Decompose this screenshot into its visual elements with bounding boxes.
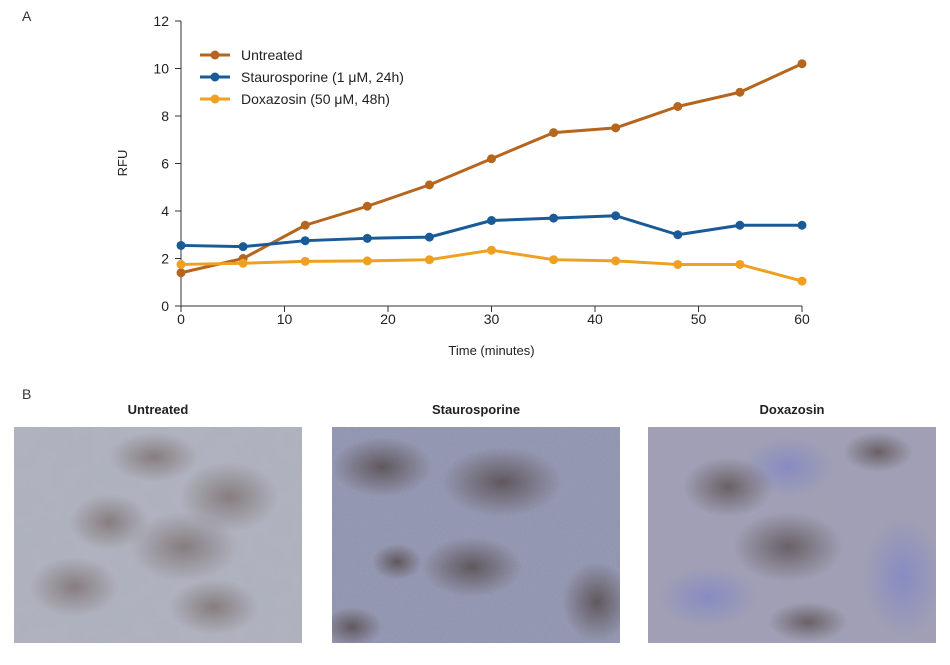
- y-tick-label: 12: [153, 13, 169, 29]
- y-tick-label: 6: [161, 156, 169, 172]
- data-point-untreated: [487, 154, 496, 164]
- data-point-doxazosin: [611, 256, 621, 266]
- data-point-staurosporine: [797, 220, 807, 230]
- x-tick-label: 40: [587, 311, 603, 327]
- micrograph-untreated: [14, 427, 302, 643]
- data-point-doxazosin: [797, 276, 807, 286]
- data-point-doxazosin: [300, 256, 310, 266]
- data-point-doxazosin: [176, 259, 186, 269]
- x-axis-label: Time (minutes): [448, 343, 534, 358]
- x-tick-label: 0: [177, 311, 185, 327]
- data-point-doxazosin: [487, 245, 496, 255]
- data-point-staurosporine: [424, 232, 434, 242]
- data-point-doxazosin: [735, 259, 745, 269]
- legend-marker-untreated: [210, 50, 220, 60]
- data-point-untreated: [362, 201, 372, 211]
- data-point-staurosporine: [487, 216, 496, 225]
- legend-label-doxazosin: Doxazosin (50 μM, 48h): [241, 91, 390, 107]
- data-point-staurosporine: [362, 233, 372, 243]
- data-point-untreated: [611, 123, 621, 133]
- y-tick-label: 4: [161, 203, 169, 219]
- data-point-staurosporine: [673, 230, 683, 240]
- y-tick-label: 0: [161, 298, 169, 314]
- data-point-untreated: [176, 268, 186, 278]
- data-point-staurosporine: [300, 236, 310, 246]
- data-point-untreated: [673, 102, 683, 111]
- legend-label-staurosporine: Staurosporine (1 μM, 24h): [241, 69, 404, 85]
- x-tick-label: 50: [691, 311, 707, 327]
- data-point-doxazosin: [673, 259, 683, 269]
- y-tick-label: 10: [153, 61, 169, 77]
- micrograph-doxazosin: [648, 427, 936, 643]
- micrograph-title-untreated: Untreated: [127, 402, 189, 417]
- data-point-doxazosin: [424, 255, 434, 265]
- x-tick-label: 20: [380, 311, 396, 327]
- line-chart: 0 2 4 6 8 10 12 0 10 20 30 40 50 60 Time (minutes) RFU U…: [115, 13, 810, 358]
- data-point-untreated: [424, 180, 434, 190]
- data-point-doxazosin: [549, 255, 559, 265]
- y-tick-label: 2: [161, 251, 169, 267]
- x-tick-label: 10: [277, 311, 293, 327]
- legend-label-untreated: Untreated: [241, 47, 302, 63]
- data-point-staurosporine: [176, 240, 186, 250]
- data-point-staurosporine: [611, 211, 621, 221]
- legend-marker-staurosporine: [210, 72, 220, 82]
- y-tick-label: 8: [161, 108, 169, 124]
- panel-label-b: B: [22, 386, 32, 402]
- data-point-staurosporine: [735, 220, 745, 230]
- micrograph-title-doxazosin: Doxazosin: [759, 402, 825, 417]
- series-line-doxazosin: [180, 248, 803, 283]
- data-point-untreated: [797, 59, 807, 69]
- legend-marker-doxazosin: [210, 94, 220, 104]
- micrograph-staurosporine: [332, 427, 620, 643]
- data-point-staurosporine: [549, 213, 559, 223]
- data-point-staurosporine: [238, 242, 248, 252]
- data-point-untreated: [300, 220, 310, 230]
- data-point-doxazosin: [238, 258, 248, 268]
- micrograph-title-staurosporine: Staurosporine: [431, 402, 521, 417]
- data-point-untreated: [549, 128, 559, 138]
- data-point-doxazosin: [362, 256, 372, 266]
- y-axis-label: RFU: [115, 150, 130, 177]
- data-point-untreated: [735, 87, 745, 97]
- panel-label-a: A: [22, 8, 32, 24]
- x-tick-label: 30: [484, 311, 500, 327]
- x-tick-label: 60: [794, 311, 810, 327]
